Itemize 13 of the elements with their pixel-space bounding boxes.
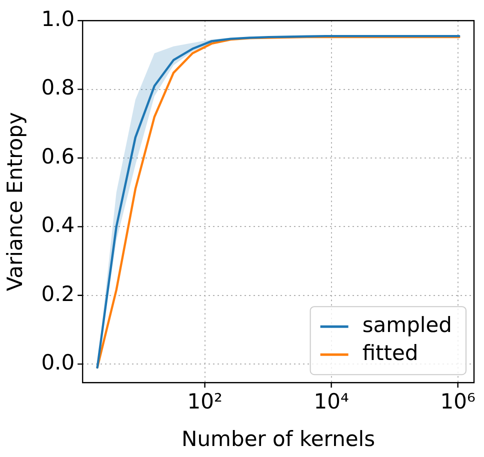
y-tick-label: 0.2 [41, 282, 75, 306]
y-tick-label: 0.8 [41, 76, 75, 100]
y-tick-label: 0.0 [41, 350, 75, 375]
x-tick-label: 10⁶ [440, 390, 476, 414]
legend-label: sampled [362, 313, 452, 338]
x-tick-label: 10² [187, 390, 222, 414]
y-tick-label: 0.4 [41, 213, 75, 238]
y-axis-title: Variance Entropy [3, 112, 28, 292]
x-tick-label: 10⁴ [314, 390, 349, 414]
legend-label: fitted [362, 341, 418, 366]
y-tick-label: 0.6 [41, 144, 75, 168]
y-tick-label: 1.0 [41, 7, 75, 32]
x-axis-title: Number of kernels [182, 426, 376, 451]
